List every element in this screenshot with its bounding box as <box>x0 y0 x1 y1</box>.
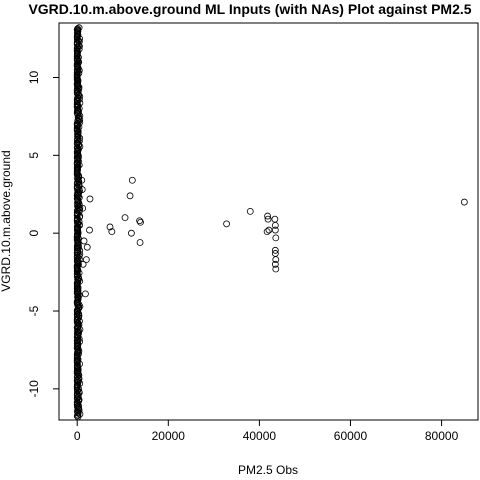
data-point <box>82 256 90 264</box>
data-point <box>78 186 86 193</box>
data-point <box>136 217 144 225</box>
data-point <box>136 239 144 246</box>
data-point <box>75 91 82 98</box>
data-point <box>74 88 82 96</box>
data-point <box>79 204 87 212</box>
data-point <box>272 256 280 264</box>
x-tick-label: 20000 <box>152 429 186 443</box>
data-point <box>86 226 93 234</box>
data-point <box>74 334 82 342</box>
data-point <box>74 292 82 300</box>
data-point <box>271 221 279 229</box>
x-tick-label: 40000 <box>243 429 277 443</box>
data-point <box>74 106 81 113</box>
data-point <box>73 285 81 293</box>
data-point <box>223 220 231 228</box>
data-point <box>264 212 271 220</box>
plot-frame <box>58 22 479 421</box>
data-point <box>73 60 81 68</box>
data-point <box>86 195 94 203</box>
data-point <box>265 226 273 234</box>
data-point <box>74 132 81 140</box>
data-point <box>83 243 91 251</box>
x-axis: 0 20000 40000 60000 80000 <box>74 420 459 443</box>
chart-title: VGRD.10.m.above.ground ML Inputs (with N… <box>28 1 471 17</box>
data-point <box>272 234 280 242</box>
x-axis-label: PM2.5 Obs <box>238 463 298 477</box>
data-point <box>264 215 272 223</box>
data-point <box>74 241 82 249</box>
data-point <box>126 192 134 200</box>
data-point <box>74 406 82 413</box>
data-point <box>271 260 279 268</box>
data-point <box>73 356 81 364</box>
data-point <box>271 215 279 223</box>
data-point <box>73 369 81 377</box>
data-point <box>128 229 135 237</box>
data-point <box>74 240 82 248</box>
data-point <box>271 246 279 254</box>
y-tick-label: 10 <box>27 70 41 84</box>
data-point <box>106 223 114 231</box>
data-point <box>73 109 81 117</box>
data-point <box>73 54 81 62</box>
data-point <box>121 214 129 222</box>
data-point <box>137 218 144 226</box>
data-point <box>271 226 279 234</box>
data-point <box>82 290 89 298</box>
data-point <box>74 25 82 33</box>
x-tick-label: 80000 <box>425 429 459 443</box>
data-point <box>460 198 468 206</box>
data-point <box>128 176 136 184</box>
data-point <box>74 133 82 141</box>
y-axis-label: VGRD.10.m.above.ground <box>0 150 13 291</box>
data-point <box>75 235 82 242</box>
data-point <box>74 276 81 283</box>
x-tick-label: 0 <box>74 429 81 443</box>
x-tick-label: 60000 <box>334 429 368 443</box>
data-point <box>73 236 81 243</box>
y-tick-label: 5 <box>27 152 41 159</box>
data-point <box>80 237 88 245</box>
y-tick-label: 0 <box>27 230 41 237</box>
data-point <box>79 260 87 268</box>
y-tick-label: -10 <box>27 380 41 398</box>
data-point <box>75 24 83 32</box>
data-point <box>246 207 254 215</box>
data-point <box>78 176 86 184</box>
data-points <box>73 24 468 421</box>
data-point <box>108 228 116 236</box>
data-point <box>74 114 82 122</box>
y-tick-label: -5 <box>27 305 41 316</box>
data-point <box>272 265 280 273</box>
data-point <box>263 228 271 236</box>
y-axis: -10 -5 0 5 10 <box>27 70 59 398</box>
